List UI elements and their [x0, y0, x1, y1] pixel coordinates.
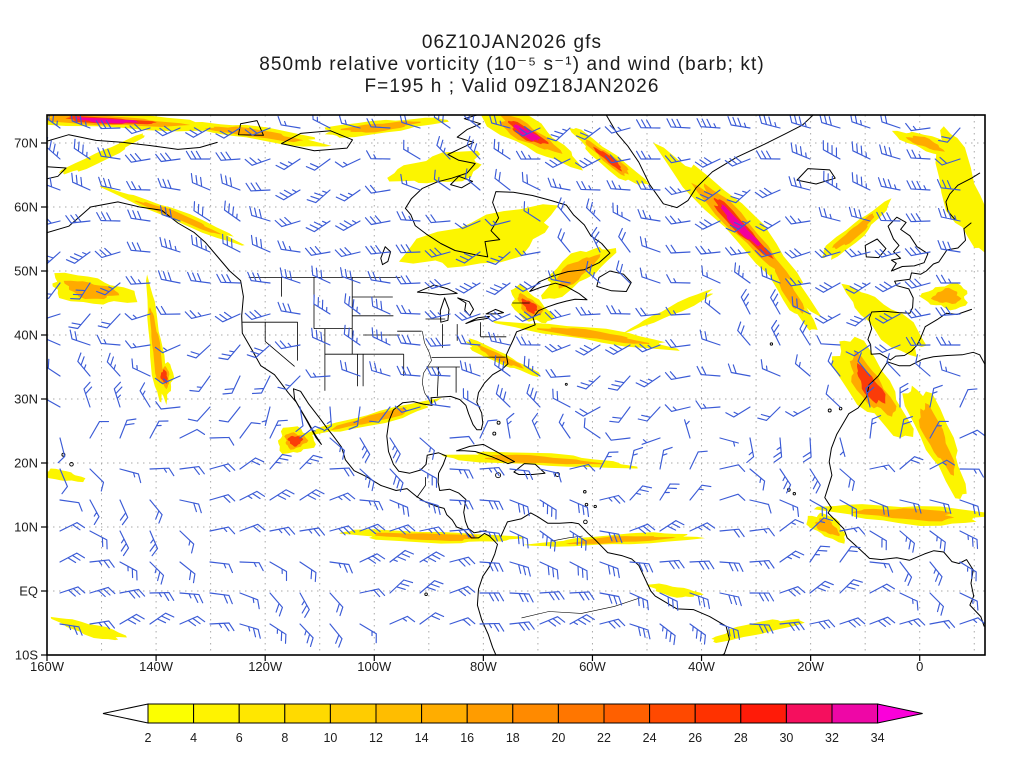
lon-axis-label: 20W	[797, 659, 824, 674]
colorbar-cell	[832, 704, 878, 723]
colorbar-cell	[239, 704, 285, 723]
lat-axis-label: 40N	[14, 328, 38, 343]
field-description-title: 850mb relative vorticity (10⁻⁵ s⁻¹) and …	[259, 54, 765, 75]
colorbar-cell	[467, 704, 513, 723]
colorbar-cell	[558, 704, 604, 723]
colorbar-tick-label: 26	[688, 731, 702, 745]
colorbar-cell	[650, 704, 696, 723]
colorbar-cell	[786, 704, 832, 723]
colorbar-tick-label: 8	[281, 731, 288, 745]
lat-axis-label: 70N	[14, 136, 38, 151]
colorbar-under-arrow	[103, 704, 148, 723]
colorbar-tick-label: 2	[145, 731, 152, 745]
lon-axis-label: 40W	[688, 659, 715, 674]
colorbar-over-arrow	[878, 704, 923, 723]
lat-axis-label: 20N	[14, 456, 38, 471]
colorbar-tick-label: 20	[551, 731, 565, 745]
lat-axis-label: 10S	[15, 648, 38, 663]
colorbar-tick-label: 4	[190, 731, 197, 745]
forecast-valid-title: F=195 h ; Valid 09Z18JAN2026	[364, 76, 659, 97]
colorbar-cell	[330, 704, 376, 723]
colorbar-cell	[148, 704, 194, 723]
lat-axis-label: 50N	[14, 264, 38, 279]
lon-axis-label: 80W	[470, 659, 497, 674]
colorbar-cell	[285, 704, 331, 723]
lon-axis-label: 140W	[139, 659, 174, 674]
colorbar-legend: 246810121416182022242628303234	[103, 704, 923, 745]
colorbar-cell	[513, 704, 559, 723]
lon-axis-label: 120W	[248, 659, 283, 674]
latlon-grid	[47, 115, 985, 655]
colorbar-tick-label: 18	[506, 731, 520, 745]
map-frame	[47, 115, 985, 655]
model-run-title: 06Z10JAN2026 gfs	[422, 32, 602, 53]
colorbar-cell	[741, 704, 787, 723]
lat-axis-label: 60N	[14, 200, 38, 215]
lat-axis-label: EQ	[19, 584, 38, 599]
colorbar-tick-label: 14	[415, 731, 429, 745]
coastlines-layer	[47, 115, 985, 655]
lat-axis-label: 10N	[14, 520, 38, 535]
colorbar-cell	[604, 704, 650, 723]
colorbar-tick-label: 32	[825, 731, 839, 745]
colorbar-tick-label: 6	[236, 731, 243, 745]
colorbar-tick-label: 10	[323, 731, 337, 745]
colorbar-cell	[376, 704, 422, 723]
lon-axis-label: 60W	[579, 659, 606, 674]
lat-axis-label: 30N	[14, 392, 38, 407]
gfs-850mb-vorticity-wind-chart: 06Z10JAN2026 gfs 850mb relative vorticit…	[0, 0, 1024, 768]
colorbar-tick-label: 16	[460, 731, 474, 745]
colorbar-cell	[194, 704, 240, 723]
colorbar-tick-label: 28	[734, 731, 748, 745]
colorbar-tick-label: 12	[369, 731, 383, 745]
colorbar-cell	[695, 704, 741, 723]
colorbar-tick-label: 34	[871, 731, 885, 745]
colorbar-tick-label: 24	[643, 731, 657, 745]
colorbar-tick-label: 22	[597, 731, 611, 745]
colorbar-tick-label: 30	[779, 731, 793, 745]
lon-axis-label: 0	[916, 659, 923, 674]
colorbar-cell	[422, 704, 468, 723]
lon-axis-label: 100W	[357, 659, 392, 674]
